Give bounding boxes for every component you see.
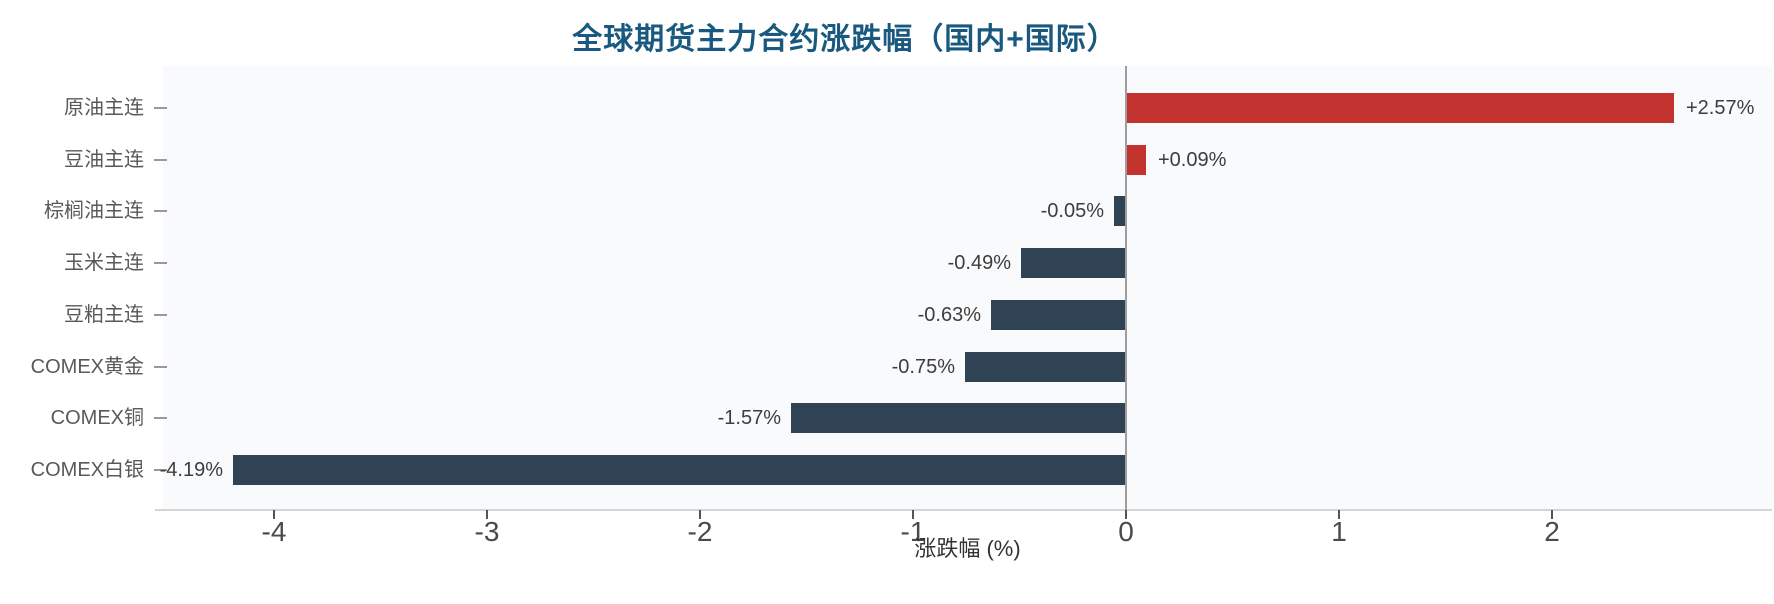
x-tick [912, 510, 914, 519]
value-label: -0.49% [947, 252, 1011, 275]
x-tick-label: 2 [1544, 516, 1560, 547]
y-tick [154, 107, 167, 109]
x-tick-label: -4 [261, 516, 287, 547]
plot-area [163, 66, 1772, 510]
category-label: COMEX铜 [50, 407, 144, 430]
bar-positive [1127, 93, 1674, 123]
category-label: 豆油主连 [64, 148, 144, 171]
value-label: -0.75% [891, 355, 955, 378]
value-label: -4.19% [159, 458, 223, 481]
y-tick [154, 468, 167, 471]
category-label: 棕榈油主连 [44, 200, 144, 223]
y-tick [154, 365, 167, 368]
x-axis-title: 涨跌幅 (%) [914, 536, 1021, 561]
chart-title: 全球期货主力合约涨跌幅（国内+国际） [572, 23, 1118, 56]
x-tick-label: -1 [900, 516, 926, 547]
x-tick [1551, 510, 1553, 519]
category-label: 原油主连 [64, 97, 144, 119]
category-label: 玉米主连 [64, 252, 144, 275]
category-label: COMEX白银 [30, 458, 144, 481]
zero-axis-line [1125, 66, 1127, 510]
y-tick [154, 417, 167, 420]
y-tick [154, 313, 167, 316]
value-label: -1.57% [717, 407, 781, 430]
x-tick [273, 510, 275, 519]
category-label: COMEX黄金 [30, 355, 144, 378]
value-label: -0.63% [917, 303, 981, 326]
x-tick [486, 510, 488, 519]
x-tick-label: -2 [687, 516, 713, 547]
x-tick [1125, 510, 1127, 519]
bar-negative [791, 403, 1125, 434]
x-tick [1338, 510, 1340, 519]
x-axis-line [155, 509, 1772, 511]
value-label: -0.05% [1040, 200, 1104, 223]
x-tick-label: 1 [1331, 516, 1347, 547]
bar-positive [1127, 144, 1146, 175]
y-tick [154, 158, 167, 161]
x-tick [699, 510, 701, 519]
x-tick-label: 0 [1118, 516, 1134, 547]
value-label: +2.57% [1686, 97, 1755, 119]
bar-negative [1021, 248, 1125, 279]
bar-negative [1114, 196, 1125, 227]
value-label: +0.09% [1158, 148, 1227, 171]
x-tick-label: -3 [474, 516, 500, 547]
y-tick [154, 210, 167, 213]
bar-negative [965, 351, 1125, 382]
y-tick [154, 262, 167, 265]
bar-negative [233, 454, 1125, 485]
category-label: 豆粕主连 [64, 303, 144, 326]
bar-negative [991, 299, 1125, 330]
